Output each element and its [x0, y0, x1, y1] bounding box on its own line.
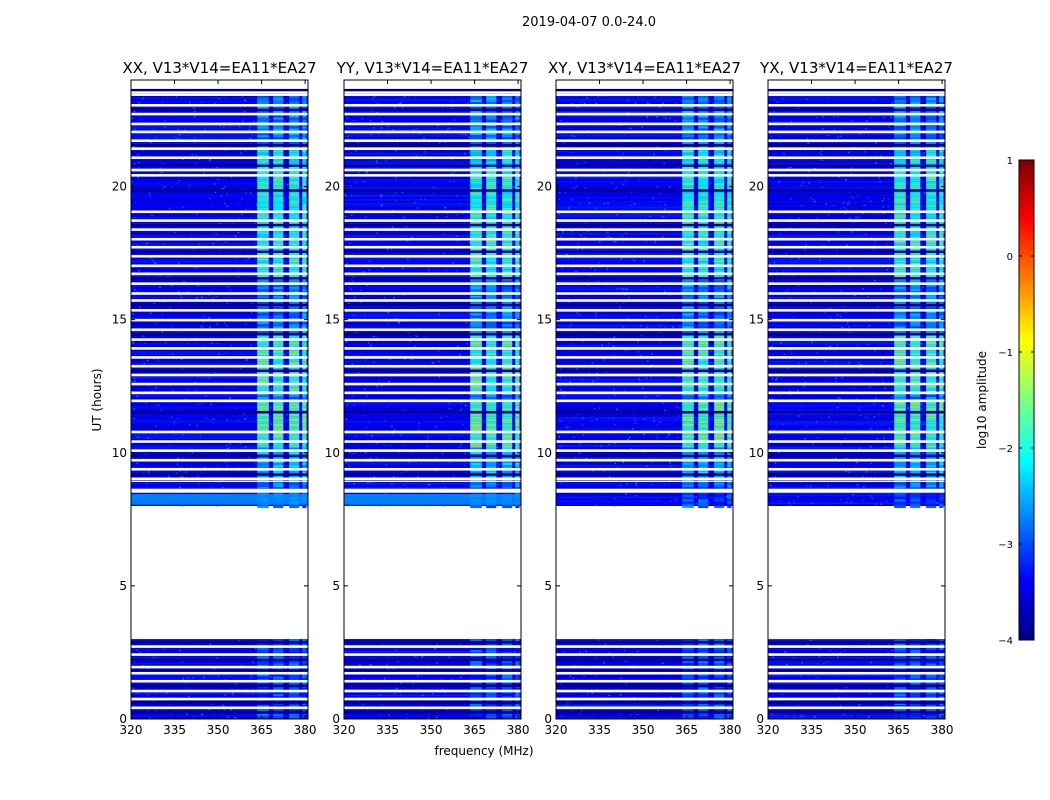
- x-tick-label: 365: [887, 723, 910, 737]
- y-tick-label: 5: [756, 579, 764, 593]
- y-tick-label: 10: [325, 446, 340, 460]
- panel-yy: YY, V13*V14=EA11*EA27 320 335 350 365 380 0 5 10…: [325, 59, 530, 737]
- colorbar-gradient: [1018, 159, 1035, 641]
- panel-title: YY, V13*V14=EA11*EA27: [336, 59, 529, 77]
- colorbar-tick-label: −4: [998, 636, 1013, 647]
- panel-xy: XY, V13*V14=EA11*EA27 320 335 350 365 380 0 5 10…: [537, 59, 742, 737]
- axes-frame: [555, 79, 734, 720]
- heatmap-image: [131, 80, 308, 719]
- x-tick-label: 335: [163, 723, 186, 737]
- y-tick-label: 0: [544, 712, 552, 726]
- axes-frame: [767, 79, 946, 720]
- heatmap-image: [556, 80, 733, 719]
- x-tick-label: 335: [588, 723, 611, 737]
- panel-title: XY, V13*V14=EA11*EA27: [548, 59, 741, 77]
- x-tick-label: 320: [757, 723, 780, 737]
- heatmap-image: [344, 80, 521, 719]
- x-tick-label: 350: [632, 723, 655, 737]
- axes-frame: [343, 79, 522, 720]
- colorbar-label: log10 amplitude: [975, 351, 989, 449]
- colorbar-tick-label: 1: [1007, 156, 1013, 167]
- x-tick-label: 320: [120, 723, 143, 737]
- x-tick-label: 350: [420, 723, 443, 737]
- y-tick-label: 15: [112, 313, 127, 327]
- y-tick-label: 15: [537, 313, 552, 327]
- y-tick-label: 10: [537, 446, 552, 460]
- y-tick-label: 20: [749, 180, 764, 194]
- colorbar-tick-label: 0: [1007, 252, 1013, 263]
- panel-title: XX, V13*V14=EA11*EA27: [122, 59, 316, 77]
- y-tick-label: 15: [325, 313, 340, 327]
- x-tick-label: 380: [931, 723, 954, 737]
- y-tick-label: 10: [112, 446, 127, 460]
- heatmap-image: [768, 80, 945, 719]
- x-tick-label: 320: [545, 723, 568, 737]
- y-tick-label: 15: [749, 313, 764, 327]
- x-tick-label: 320: [333, 723, 356, 737]
- y-tick-label: 10: [749, 446, 764, 460]
- panel-yx: YX, V13*V14=EA11*EA27 320 335 350 365 380 0 5 10…: [749, 59, 954, 737]
- x-tick-label: 350: [844, 723, 867, 737]
- y-tick-label: 20: [112, 180, 127, 194]
- y-tick-label: 20: [537, 180, 552, 194]
- x-tick-label: 380: [507, 723, 530, 737]
- x-tick-label: 365: [250, 723, 273, 737]
- x-tick-label: 335: [800, 723, 823, 737]
- x-tick-label: 380: [294, 723, 317, 737]
- y-tick-label: 0: [119, 712, 127, 726]
- colorbar: 1 0 −1 −2 −3 −4 log10 amplitude: [975, 156, 1035, 647]
- panel-title: YX, V13*V14=EA11*EA27: [759, 59, 953, 77]
- y-tick-label: 5: [332, 579, 340, 593]
- x-tick-label: 335: [376, 723, 399, 737]
- x-tick-label: 350: [207, 723, 230, 737]
- colorbar-tick-label: −3: [998, 540, 1013, 551]
- y-tick-label: 5: [544, 579, 552, 593]
- y-tick-label: 0: [332, 712, 340, 726]
- colorbar-tick-label: −1: [998, 348, 1013, 359]
- axes-frame: [130, 79, 309, 720]
- x-tick-label: 365: [675, 723, 698, 737]
- x-axis-label: frequency (MHz): [434, 744, 533, 758]
- y-tick-label: 0: [756, 712, 764, 726]
- colorbar-tick-label: −2: [998, 444, 1013, 455]
- suptitle: 2019-04-07 0.0-24.0: [522, 15, 656, 30]
- x-tick-label: 380: [719, 723, 742, 737]
- panel-xx: XX, V13*V14=EA11*EA27 320 335 350 365 380 0 5 10…: [112, 59, 317, 737]
- y-tick-label: 20: [325, 180, 340, 194]
- y-tick-label: 5: [119, 579, 127, 593]
- x-tick-label: 365: [463, 723, 486, 737]
- y-axis-label: UT (hours): [90, 368, 104, 431]
